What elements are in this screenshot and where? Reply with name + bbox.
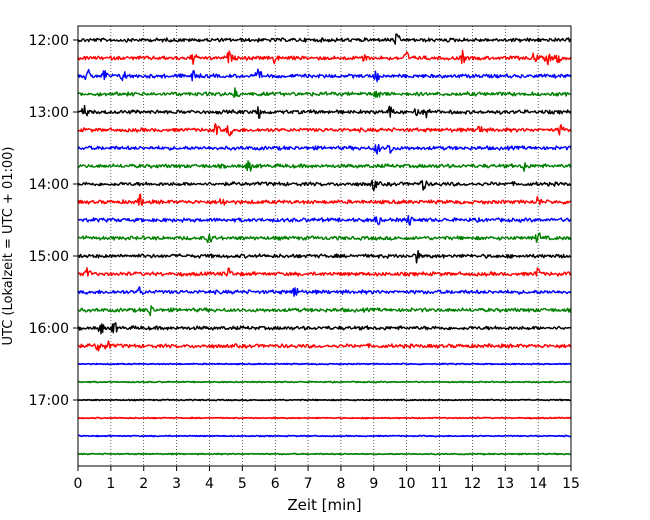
- y-axis-ticks: 12:00 13:00 14:00 15:00 16:00 17:00: [29, 33, 78, 409]
- y-tick-label: 16:00: [29, 321, 69, 337]
- trace-16-15: [77, 340, 572, 352]
- trace-12-45: [77, 87, 572, 99]
- plot-frame: [77, 25, 572, 467]
- x-tick-label: 2: [139, 476, 148, 492]
- trace-12-00: [77, 33, 572, 45]
- x-tick-label: 11: [431, 476, 449, 492]
- y-tick-label: 13:00: [29, 105, 69, 121]
- trace-13-15: [77, 123, 572, 137]
- trace-17-15: [77, 416, 572, 420]
- y-tick-label: 14:00: [29, 177, 69, 193]
- trace-17-00: [77, 398, 572, 402]
- y-tick-label: 17:00: [29, 393, 69, 409]
- y-tick-label: 15:00: [29, 249, 69, 265]
- y-axis-label: UTC (Lokalzeit = UTC + 01:00): [1, 147, 16, 346]
- x-tick-label: 12: [463, 476, 481, 492]
- x-tick-label: 15: [562, 476, 580, 492]
- trace-16-30: [77, 362, 572, 366]
- seismic-traces: [77, 33, 572, 456]
- trace-13-00: [77, 104, 572, 119]
- trace-14-45: [77, 232, 572, 244]
- x-axis-label: Zeit [min]: [287, 496, 361, 514]
- x-tick-label: 9: [369, 476, 378, 492]
- trace-13-30: [77, 143, 572, 155]
- trace-15-15: [77, 267, 572, 277]
- trace-17-45: [77, 452, 572, 456]
- x-tick-label: 1: [106, 476, 115, 492]
- trace-12-15: [77, 49, 572, 66]
- trace-14-15: [77, 193, 572, 207]
- x-tick-label: 10: [398, 476, 416, 492]
- x-tick-label: 7: [304, 476, 313, 492]
- vertical-gridlines: [110, 26, 539, 466]
- x-tick-label: 13: [496, 476, 514, 492]
- trace-16-00: [77, 322, 572, 335]
- plot-background: [78, 26, 571, 466]
- x-tick-label: 4: [205, 476, 214, 492]
- y-tick-label: 12:00: [29, 33, 69, 49]
- x-axis-ticks: 0 1 2 3 4 5 6 7 8 9 10 11 12 13 14 15: [74, 466, 580, 492]
- plot-area: [77, 25, 572, 467]
- trace-16-45: [77, 380, 572, 384]
- x-tick-label: 0: [74, 476, 83, 492]
- x-tick-label: 5: [238, 476, 247, 492]
- trace-15-45: [77, 305, 572, 317]
- trace-15-00: [77, 250, 572, 264]
- x-tick-label: 14: [529, 476, 547, 492]
- x-tick-label: 3: [172, 476, 181, 492]
- trace-15-30: [77, 286, 572, 297]
- trace-13-45: [77, 160, 572, 172]
- x-tick-label: 6: [271, 476, 280, 492]
- trace-14-00: [77, 179, 572, 192]
- x-tick-label: 8: [336, 476, 345, 492]
- trace-14-30: [77, 215, 572, 226]
- trace-12-30: [77, 68, 572, 83]
- trace-17-30: [78, 434, 572, 438]
